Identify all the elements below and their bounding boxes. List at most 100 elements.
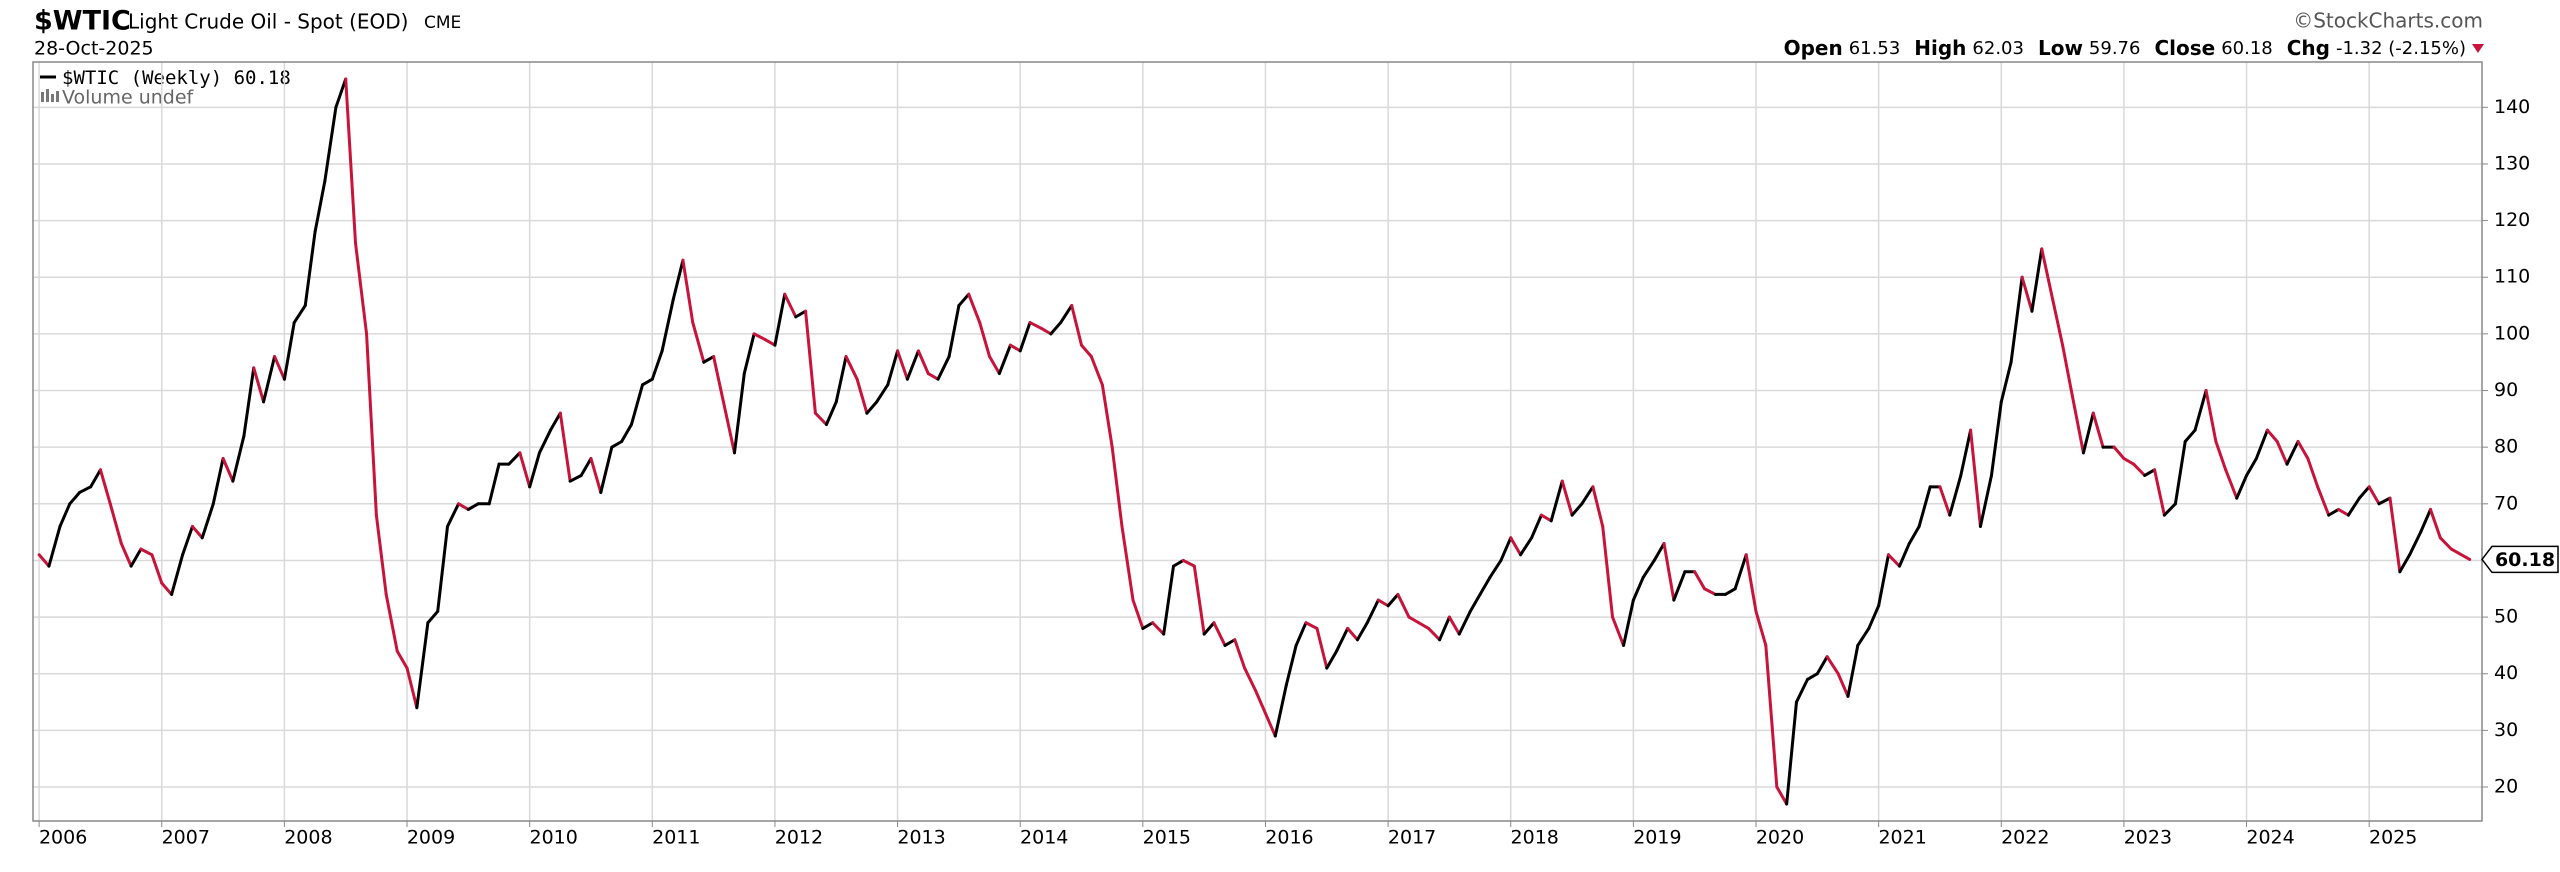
price-segment: [2204, 389, 2218, 443]
legend-value: 60.18: [234, 67, 291, 89]
price-segment: [1089, 355, 1104, 387]
price-segment: [1263, 711, 1277, 738]
price-segment: [721, 400, 736, 455]
price-segment: [2070, 394, 2085, 455]
x-tick-label: 2007: [162, 827, 210, 849]
price-segment: [446, 502, 461, 528]
price-segment: [242, 366, 256, 438]
price-segment: [507, 451, 522, 466]
price-segment: [1886, 553, 1901, 568]
price-segment: [1530, 513, 1543, 540]
price-segment: [374, 513, 388, 596]
price-segment: [1723, 587, 1737, 596]
price-segment: [2398, 553, 2412, 574]
price-segment: [405, 666, 419, 710]
price-segment: [1254, 689, 1267, 715]
price-segment: [1959, 428, 1973, 477]
price-segment: [957, 292, 971, 308]
price-segment: [1641, 558, 1656, 579]
price-segment: [1315, 626, 1329, 670]
price-segment: [487, 462, 501, 506]
price-segment: [528, 451, 541, 489]
price-segment: [2408, 530, 2423, 557]
price-segment: [997, 343, 1012, 376]
price-segment: [978, 321, 992, 359]
price-segment: [252, 366, 266, 404]
price-segment: [1764, 643, 1779, 789]
price-segment: [1080, 343, 1093, 359]
price-segment: [1794, 677, 1810, 704]
y-tick-label: 40: [2494, 662, 2518, 684]
price-segment: [344, 77, 358, 245]
price-segment: [292, 304, 307, 325]
price-segment: [1171, 558, 1185, 568]
price-segment: [1631, 575, 1645, 602]
price-segment: [221, 456, 235, 483]
x-tick-label: 2022: [2001, 827, 2049, 849]
x-tick-label: 2012: [775, 827, 823, 849]
price-segment: [190, 524, 204, 540]
price-segment: [2449, 547, 2472, 561]
price-segment: [415, 621, 430, 710]
price-segment: [2183, 428, 2197, 443]
price-segment: [1519, 536, 1534, 557]
price-segment: [558, 411, 572, 483]
price-segment: [1601, 524, 1615, 619]
x-tick-label: 2015: [1143, 827, 1191, 849]
price-segment: [640, 377, 654, 387]
price-segment: [691, 321, 706, 364]
price-segment: [916, 349, 930, 376]
price-segment: [1478, 575, 1492, 596]
price-segment: [58, 502, 72, 528]
price-segment: [947, 304, 961, 359]
price-segment: [1070, 304, 1084, 347]
price-segment: [681, 258, 695, 325]
price-segment: [1846, 643, 1860, 698]
price-segment: [303, 230, 317, 308]
price-segment: [384, 592, 399, 653]
x-tick-label: 2011: [652, 827, 700, 849]
price-segment: [1672, 570, 1687, 602]
price-segment: [313, 179, 327, 234]
price-segment: [1488, 558, 1503, 579]
price-segment: [813, 411, 828, 427]
price-segment: [1580, 485, 1595, 506]
y-tick-label: 20: [2494, 776, 2518, 798]
y-tick-label: 130: [2494, 152, 2530, 174]
price-segment: [200, 502, 215, 540]
price-segment: [1059, 304, 1074, 325]
x-tick-label: 2021: [1878, 827, 1926, 849]
ohlc-value: 62.03: [1972, 38, 2024, 59]
price-segment: [1131, 598, 1145, 630]
price-segment: [2040, 247, 2055, 302]
price-segment: [1549, 479, 1564, 523]
plot-frame: [32, 61, 2483, 822]
price-segment: [1815, 655, 1829, 676]
price-segment: [732, 372, 746, 455]
price-segment: [1948, 473, 1963, 517]
price-segment: [1591, 485, 1605, 528]
price-segment: [671, 258, 685, 302]
price-segment: [610, 440, 624, 449]
price-segment: [763, 338, 777, 347]
price-segment: [794, 309, 808, 319]
y-tick-label: 50: [2494, 606, 2518, 628]
price-segment: [1447, 615, 1461, 636]
price-segment: [1509, 536, 1523, 557]
price-segment: [886, 349, 900, 387]
price-segment: [466, 502, 480, 511]
price-segment: [47, 524, 62, 568]
price-segment: [905, 349, 920, 381]
price-segment: [896, 349, 909, 381]
price-segment: [160, 581, 174, 596]
price-segment: [2081, 411, 2095, 455]
price-segment: [1427, 626, 1442, 642]
price-segment: [1162, 564, 1175, 636]
price-segment: [1233, 638, 1247, 670]
x-tick-label: 2023: [2124, 827, 2172, 849]
price-segment: [457, 502, 470, 511]
price-segment: [1978, 473, 1993, 528]
price-segment: [2428, 507, 2442, 540]
